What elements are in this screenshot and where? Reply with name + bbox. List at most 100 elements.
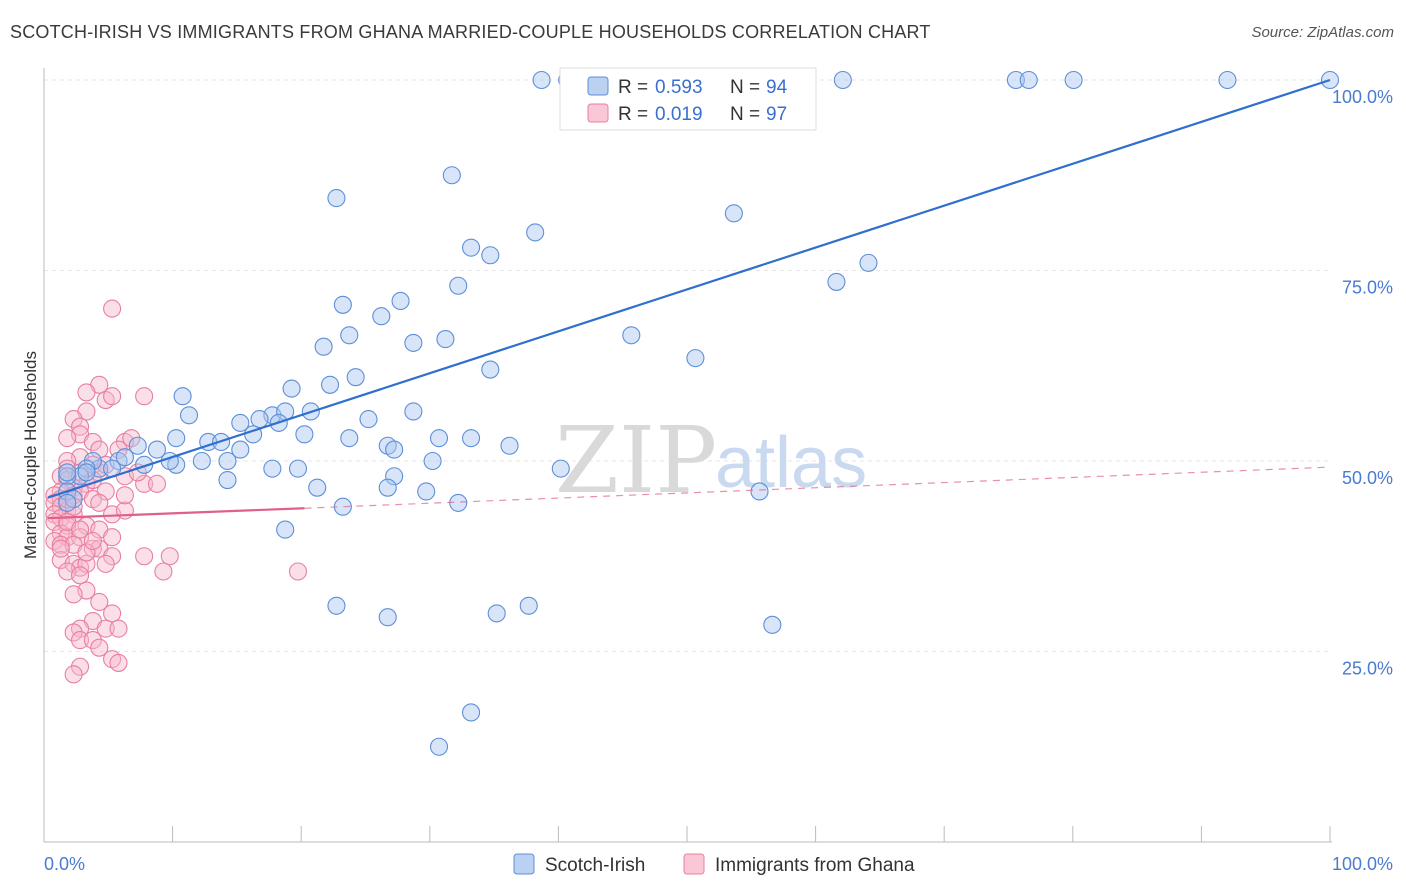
data-point-ghana <box>83 432 102 452</box>
bottom-legend-swatch-ghana <box>683 853 705 875</box>
data-point-scotch-irish <box>686 349 705 368</box>
data-point-ghana <box>64 505 83 524</box>
data-point-scotch-irish <box>481 246 500 265</box>
x-axis-ticks <box>43 826 1331 842</box>
trend-line-scotch-irish <box>47 78 1331 499</box>
data-point-ghana <box>71 631 90 650</box>
data-point-scotch-irish <box>551 459 570 478</box>
data-point-scotch-irish <box>340 326 359 345</box>
data-point-ghana <box>147 474 167 493</box>
chart-title: SCOTCH-IRISH VS IMMIGRANTS FROM GHANA MA… <box>10 22 931 42</box>
data-point-ghana <box>77 383 96 402</box>
data-point-scotch-irish <box>1218 70 1237 90</box>
data-point-scotch-irish <box>462 429 481 448</box>
data-point-scotch-irish <box>1006 70 1025 90</box>
data-point-scotch-irish <box>359 410 378 429</box>
legend-n-label-1: N = <box>730 104 760 125</box>
data-point-ghana <box>115 486 134 505</box>
data-point-ghana <box>51 535 70 554</box>
data-point-scotch-irish <box>314 337 333 356</box>
data-point-ghana <box>103 387 122 406</box>
data-point-ghana <box>64 410 83 429</box>
data-point-scotch-irish <box>115 448 134 467</box>
data-point-ghana <box>135 547 154 566</box>
x-tick-label-max: 100.0% <box>1332 854 1393 874</box>
data-point-ghana <box>90 638 109 657</box>
data-point-scotch-irish <box>250 410 269 429</box>
legend-r-label-1: R = <box>618 104 648 125</box>
data-point-scotch-irish <box>1019 70 1038 90</box>
data-point-ghana <box>90 493 109 512</box>
data-point-ghana <box>51 539 70 558</box>
data-point-scotch-irish <box>58 463 77 482</box>
bottom-legend-swatch-scotch-irish <box>513 853 535 875</box>
watermark-zip: ZIP <box>555 407 717 514</box>
data-point-scotch-irish <box>308 478 327 497</box>
data-point-ghana <box>103 547 122 566</box>
data-point-ghana <box>71 566 90 585</box>
legend-n-value-1: 97 <box>766 104 787 125</box>
series-legend: Scotch-Irish Immigrants from Ghana <box>513 853 915 876</box>
data-point-scotch-irish <box>423 451 442 471</box>
data-point-ghana <box>77 543 96 562</box>
legend-r-value-0: 0.593 <box>655 77 703 98</box>
data-point-scotch-irish <box>385 440 404 459</box>
data-point-ghana <box>64 623 83 642</box>
data-point-scotch-irish <box>77 463 96 482</box>
data-point-ghana <box>71 520 90 539</box>
data-point-scotch-irish <box>724 204 743 223</box>
legend-r-label-0: R = <box>618 77 648 98</box>
data-point-scotch-irish <box>481 360 500 379</box>
legend-r-value-1: 0.019 <box>655 104 703 125</box>
ghana-points <box>45 299 308 684</box>
correlation-legend: R = 0.593 N = 94 R = 0.019 N = 97 <box>559 67 817 131</box>
trend-lines <box>47 78 1331 520</box>
data-point-scotch-irish <box>436 330 455 349</box>
data-point-scotch-irish <box>442 166 461 185</box>
data-point-ghana <box>135 387 154 406</box>
data-point-scotch-irish <box>192 451 211 471</box>
y-tick-label-100: 100.0% <box>1332 87 1393 107</box>
data-point-scotch-irish <box>340 429 359 448</box>
data-point-scotch-irish <box>179 406 199 425</box>
data-point-ghana <box>58 429 77 448</box>
bottom-legend-label-scotch-irish: Scotch-Irish <box>545 855 645 876</box>
data-point-scotch-irish <box>327 189 346 208</box>
data-point-ghana <box>288 562 308 581</box>
data-point-ghana <box>109 619 128 638</box>
data-point-scotch-irish <box>58 493 77 512</box>
source-credit: Source: ZipAtlas.com <box>1251 24 1394 41</box>
data-point-scotch-irish <box>327 596 346 615</box>
data-point-ghana <box>154 562 173 581</box>
legend-n-label-0: N = <box>730 77 760 98</box>
data-point-scotch-irish <box>295 425 314 444</box>
y-tick-label-25: 25.0% <box>1342 659 1393 679</box>
data-point-scotch-irish <box>429 429 449 448</box>
data-point-scotch-irish <box>417 482 436 501</box>
data-point-scotch-irish <box>282 379 301 398</box>
legend-n-value-0: 94 <box>766 77 788 98</box>
data-point-ghana <box>64 585 83 604</box>
data-point-scotch-irish <box>532 70 551 90</box>
data-point-scotch-irish <box>231 413 250 432</box>
data-point-scotch-irish <box>526 223 545 242</box>
data-point-scotch-irish <box>404 402 423 421</box>
trend-line-ghana-extension <box>304 466 1331 509</box>
data-point-scotch-irish <box>173 387 192 406</box>
data-point-scotch-irish <box>231 440 250 459</box>
data-point-scotch-irish <box>429 737 449 756</box>
data-point-ghana <box>103 528 122 547</box>
y-axis-label: Married-couple Households <box>21 351 40 559</box>
data-point-scotch-irish <box>449 276 468 295</box>
legend-swatch-scotch-irish <box>587 76 609 96</box>
y-tick-label-50: 50.0% <box>1342 468 1393 488</box>
data-point-ghana <box>83 631 102 650</box>
data-point-scotch-irish <box>500 436 519 455</box>
data-point-ghana <box>109 653 128 672</box>
data-point-scotch-irish <box>263 459 282 478</box>
data-point-scotch-irish <box>135 455 154 474</box>
data-point-scotch-irish <box>378 478 397 497</box>
data-point-scotch-irish <box>128 436 147 455</box>
legend-swatch-ghana <box>587 103 609 123</box>
data-point-scotch-irish <box>378 608 397 627</box>
